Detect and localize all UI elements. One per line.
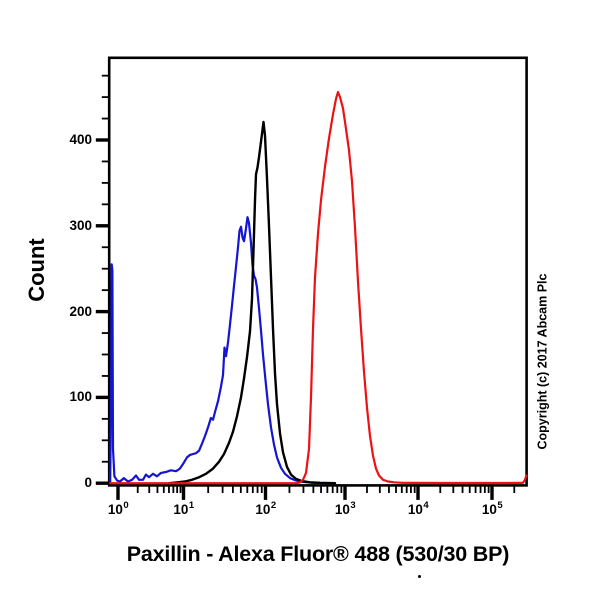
y-tick-label-400: 400	[69, 132, 92, 147]
blue-histogram-curve	[109, 216, 327, 485]
y-tick-label-0: 0	[84, 475, 92, 491]
x-tick-label-1e1: 101	[173, 500, 195, 517]
red-histogram-curve	[109, 90, 528, 485]
plot-frame	[107, 56, 528, 487]
x-tick-base: 10	[481, 502, 497, 517]
x-tick-base: 10	[407, 502, 423, 517]
x-tick-label-1e5: 105	[481, 500, 503, 517]
chart-title: Paxillin - Alexa Fluor® 488 (530/30 BP)	[126, 542, 510, 566]
black-histogram-curve	[167, 120, 337, 485]
x-tick-base: 10	[173, 502, 189, 517]
y-axis-title: Count	[24, 238, 49, 302]
y-tick-label-100: 100	[69, 389, 92, 405]
x-tick-label-1e4: 104	[407, 500, 429, 517]
copyright-watermark: Copyright (c) 2017 Abcam Plc	[535, 273, 550, 450]
x-tick-base: 10	[334, 502, 350, 517]
y-tick-label-200: 200	[69, 303, 92, 319]
x-tick-exponent: 0	[123, 500, 129, 511]
x-tick-exponent: 5	[497, 500, 503, 511]
x-tick-exponent: 2	[270, 500, 277, 511]
x-tick-exponent: 4	[423, 500, 429, 511]
x-tick-base: 10	[107, 502, 123, 517]
x-tick-label-1e2: 102	[255, 500, 277, 517]
x-tick-label-1e0: 100	[107, 500, 129, 517]
x-tick-label-1e3: 103	[334, 500, 356, 517]
y-tick-label-300: 300	[69, 217, 92, 233]
x-tick-base: 10	[255, 502, 271, 517]
x-tick-exponent: 3	[350, 500, 356, 511]
stray-dot-artifact	[418, 575, 421, 578]
x-tick-exponent: 1	[188, 500, 195, 511]
